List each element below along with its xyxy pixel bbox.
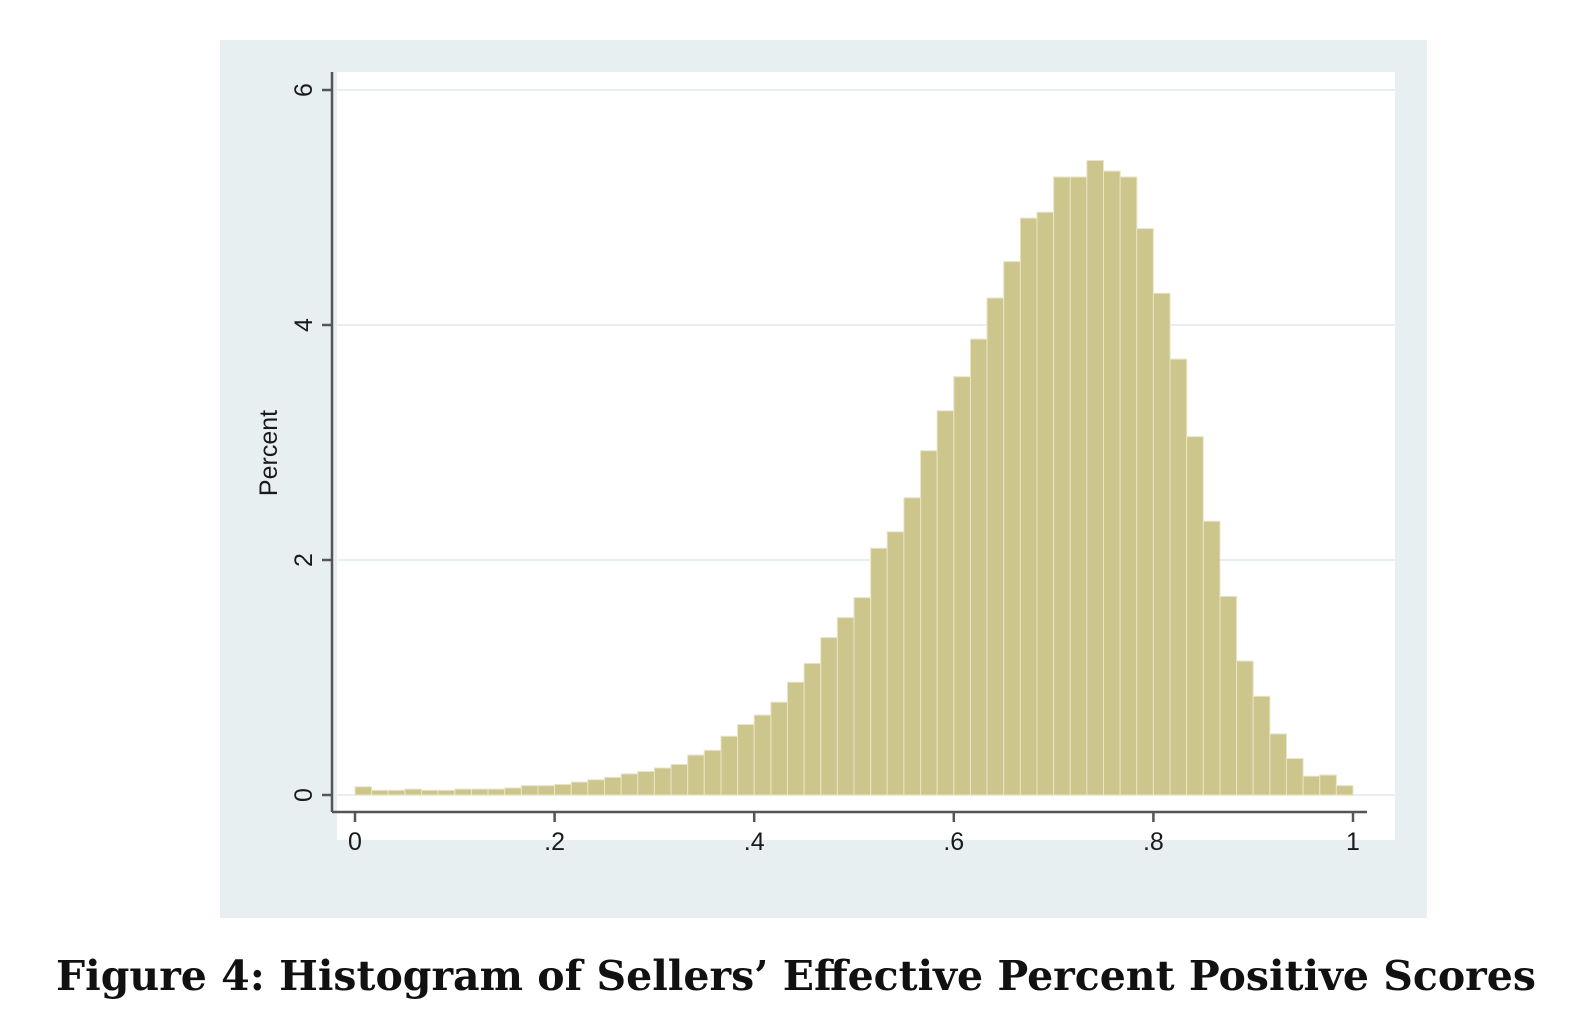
histogram-bar [820,637,838,796]
figure-panel: 0 2 4 6 0 .2 .4 .6 .8 1 Percent [220,40,1427,918]
histogram-bar [504,787,522,796]
histogram-bar [1119,176,1138,796]
histogram-bar [737,724,755,796]
histogram-bar [703,749,722,796]
histogram-bar [404,788,423,796]
histogram-bar [853,597,872,796]
histogram-bar [870,547,888,796]
histogram-bar [1019,217,1038,796]
y-tick-label: 0 [290,788,318,802]
histogram-bar [454,788,472,796]
histogram-bar [354,786,373,796]
histogram-bar [421,789,439,796]
histogram-bar [620,773,639,796]
axes: 0 2 4 6 0 .2 .4 .6 .8 1 [290,72,1367,856]
histogram-bar [637,771,655,796]
x-tick-label: 0 [348,828,362,856]
histogram-bar [1219,595,1238,796]
histogram-bar [1136,228,1154,796]
histogram-bar [554,783,572,796]
histogram-bar [803,662,822,796]
histogram-chart: 0 2 4 6 0 .2 .4 .6 .8 1 Percent [255,72,1395,856]
histogram-bar [1152,292,1171,796]
histogram-bars [354,160,1354,796]
histogram-bar [1319,774,1337,796]
y-tick-label: 2 [290,553,318,567]
x-tick-label: 1 [1346,828,1360,856]
histogram-bar [986,297,1005,796]
histogram-bar [537,785,556,796]
histogram-bar [487,788,506,796]
histogram-bar [1236,660,1254,796]
histogram-bar [570,781,589,796]
histogram-bar [786,681,805,796]
y-tick-label: 6 [290,83,318,97]
histogram-bar [1053,176,1071,796]
histogram-bar [371,789,389,796]
histogram-bar [770,701,789,796]
histogram-bar [836,617,855,796]
histogram-bar [653,767,672,796]
histogram-bar [1285,758,1304,796]
histogram-bar [936,410,955,796]
histogram-bar [1202,520,1221,796]
histogram-bar [1252,695,1271,796]
y-axis-title: Percent [255,410,283,496]
histogram-bar [387,789,406,796]
histogram-bar [1103,170,1121,796]
histogram-bar [470,788,489,796]
histogram-bar [587,779,606,796]
histogram-bar [720,735,739,796]
histogram-bar [1036,211,1055,796]
histogram-bar [1169,358,1188,796]
histogram-bar [969,338,988,796]
x-tick-label: .4 [744,828,765,856]
histogram-bar [687,754,705,796]
histogram-bar [953,376,971,796]
histogram-bar [886,531,905,796]
histogram-bar [1335,785,1354,796]
histogram-bar [1069,176,1088,796]
histogram-bar [1269,733,1288,796]
histogram-bar [753,714,772,796]
y-tick-label: 4 [290,318,318,332]
histogram-bar [920,450,938,796]
figure-caption: Figure 4: Histogram of Sellers’ Effectiv… [56,952,1536,1000]
x-tick-label: .2 [544,828,565,856]
histogram-bar [1302,775,1321,796]
histogram-bar [604,776,622,796]
histogram-bar [1086,160,1104,796]
x-tick-label: .6 [943,828,964,856]
histogram-bar [1003,261,1021,796]
histogram-bar [670,763,689,796]
histogram-bar [520,785,539,796]
histogram-bar [437,789,456,796]
x-tick-label: .8 [1143,828,1164,856]
histogram-bar [1186,436,1204,796]
histogram-bar [903,497,922,796]
